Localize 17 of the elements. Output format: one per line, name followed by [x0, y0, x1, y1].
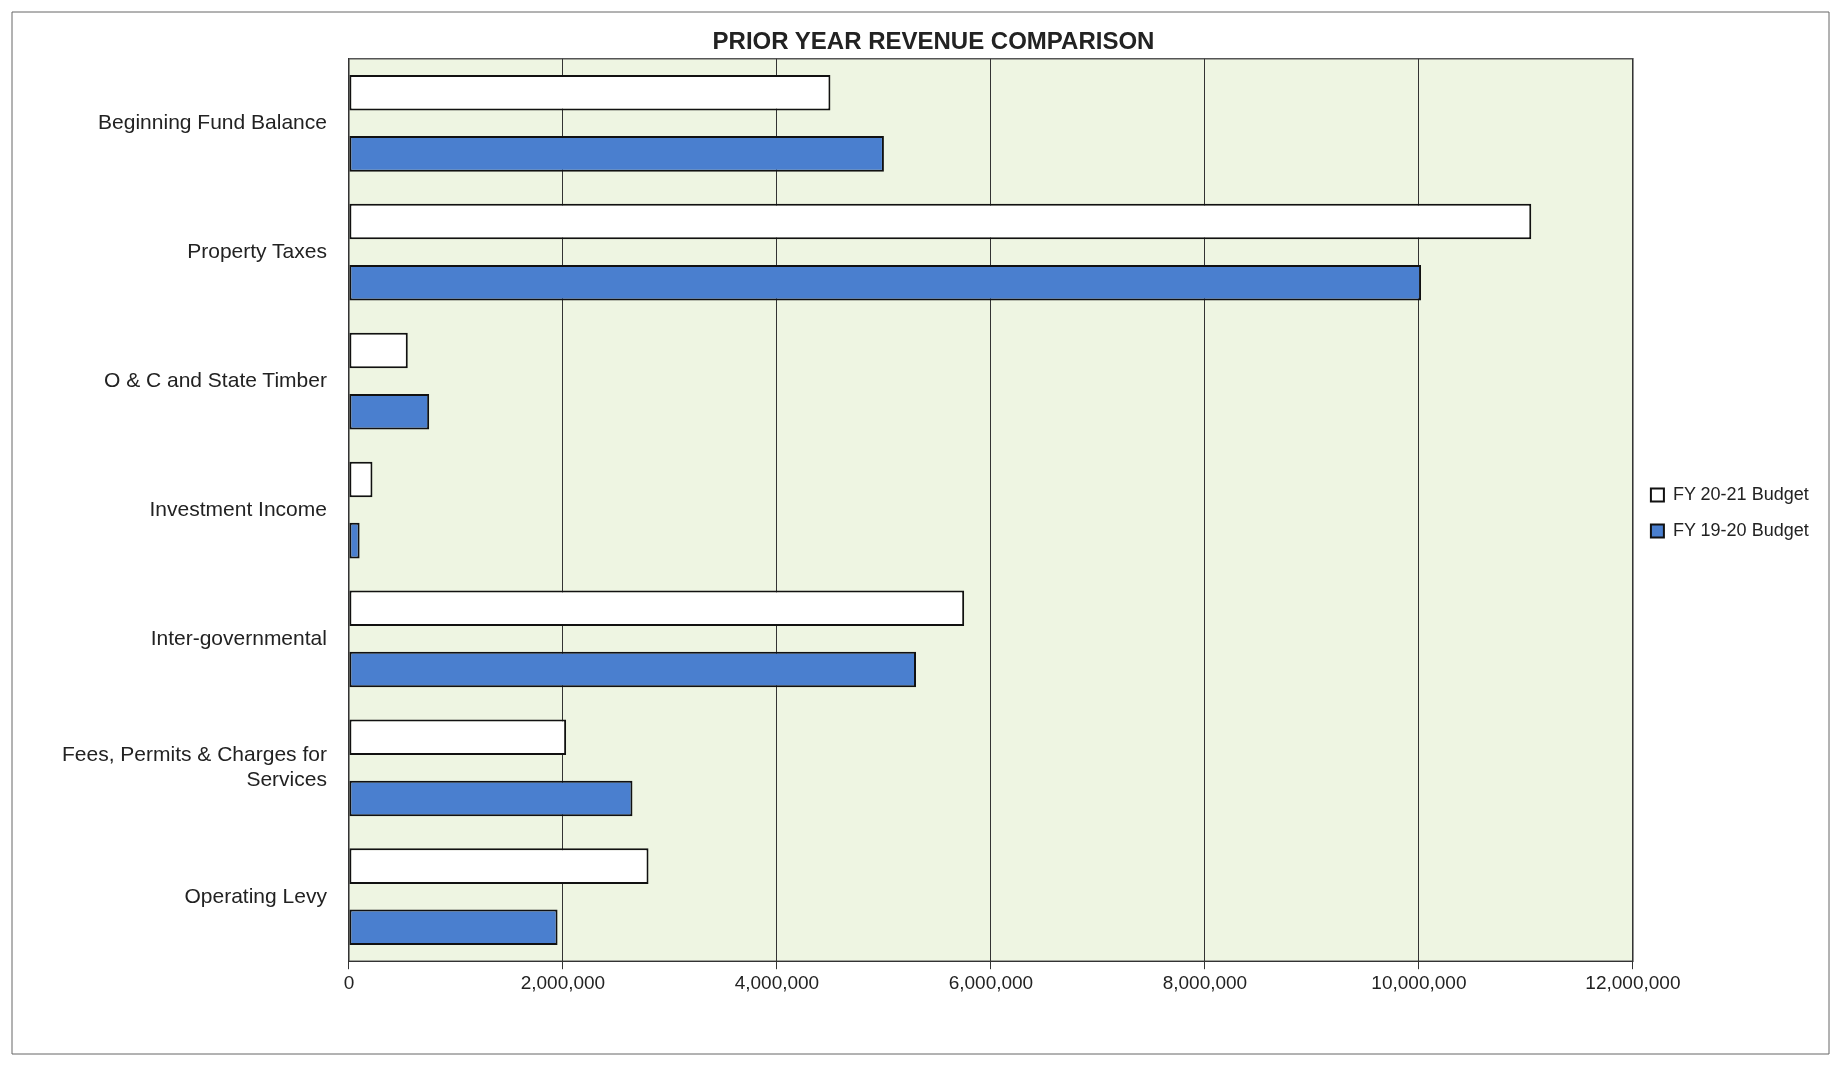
x-tick-label: 6,000,000: [948, 971, 1034, 993]
x-tick-label: 0: [343, 971, 355, 993]
y-tick-label: Beginning Fund Balance: [98, 110, 327, 134]
y-tick-label: Fees, Permits & Charges for Services: [62, 742, 327, 791]
x-tick-label: 8,000,000: [1162, 971, 1248, 993]
x-tick-label: 4,000,000: [734, 971, 820, 993]
y-tick-label: Investment Income: [149, 496, 327, 520]
legend-label: FY 19-20 Budget: [1672, 519, 1809, 540]
x-tick-label: 12,000,000: [1585, 971, 1681, 993]
y-tick-label: Inter-governmental: [150, 625, 327, 649]
x-tick-label: 2,000,000: [520, 971, 606, 993]
y-tick-label: Property Taxes: [187, 238, 327, 262]
x-tick-label: 10,000,000: [1371, 971, 1467, 993]
y-tick-label: Operating Levy: [184, 883, 328, 907]
chart-title: PRIOR YEAR REVENUE COMPARISON: [712, 27, 1155, 55]
y-tick-label: O & C and State Timber: [103, 367, 327, 391]
legend-label: FY 20-21 Budget: [1672, 483, 1809, 504]
